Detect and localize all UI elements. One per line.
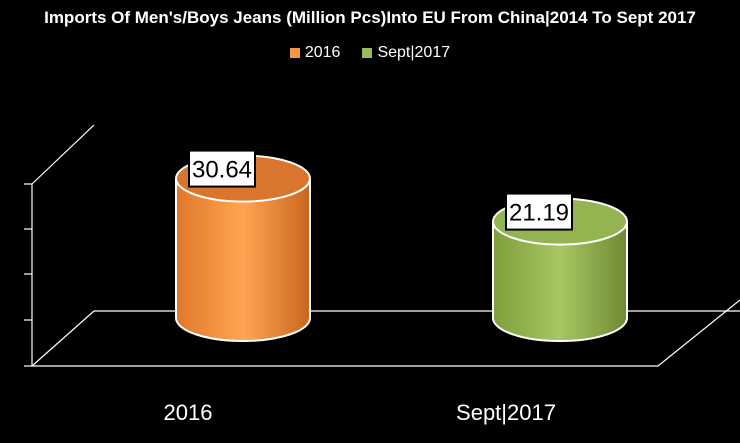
bar-body-2016	[175, 177, 311, 342]
legend-swatch-orange	[289, 48, 300, 58]
category-label-2016: 2016	[164, 400, 213, 425]
legend-label-sept-2017: Sept|2017	[377, 44, 451, 61]
data-label-sept-2017: 21.19	[509, 200, 569, 227]
floor-front-edge	[32, 299, 740, 367]
category-label-sept-2017: Sept|2017	[456, 400, 556, 425]
back-wall-top-edge	[31, 124, 95, 185]
legend: 2016 Sept|2017	[0, 44, 740, 62]
data-label-box-sept-2017	[505, 192, 573, 231]
bar-sept-2017: 21.19	[492, 192, 628, 342]
data-label-box-2016	[188, 149, 256, 188]
legend-swatch-green	[362, 48, 373, 58]
legend-item-2016: 2016	[289, 44, 341, 62]
legend-item-sept-2017: Sept|2017	[362, 44, 450, 62]
bars: 30.64 21.19	[175, 149, 628, 342]
bar-2016: 30.64	[175, 149, 311, 342]
axis-frame	[24, 124, 740, 367]
data-label-2016: 30.64	[192, 157, 252, 184]
floor-back-edge	[31, 310, 740, 367]
legend-label-2016: 2016	[304, 44, 341, 61]
category-labels: 2016 Sept|2017	[164, 400, 556, 425]
chart-title: Imports Of Men's/Boys Jeans (Million Pcs…	[44, 8, 696, 27]
bar-body-sept-2017	[492, 220, 628, 342]
